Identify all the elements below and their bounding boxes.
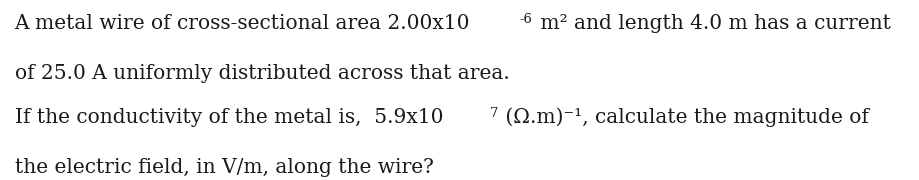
Text: A metal wire of cross-sectional area 2.00x10: A metal wire of cross-sectional area 2.0… — [15, 14, 471, 33]
Text: (Ω.m)⁻¹, calculate the magnitude of: (Ω.m)⁻¹, calculate the magnitude of — [499, 107, 869, 127]
Text: m² and length 4.0 m has a current: m² and length 4.0 m has a current — [534, 14, 891, 33]
Text: of 25.0 A uniformly distributed across that area.: of 25.0 A uniformly distributed across t… — [15, 64, 509, 83]
Text: -6: -6 — [520, 13, 533, 26]
Text: If the conductivity of the metal is,  5.9x10: If the conductivity of the metal is, 5.9… — [15, 107, 443, 127]
Text: 7: 7 — [490, 107, 498, 120]
Text: the electric field, in V/m, along the wire?: the electric field, in V/m, along the wi… — [15, 158, 434, 177]
